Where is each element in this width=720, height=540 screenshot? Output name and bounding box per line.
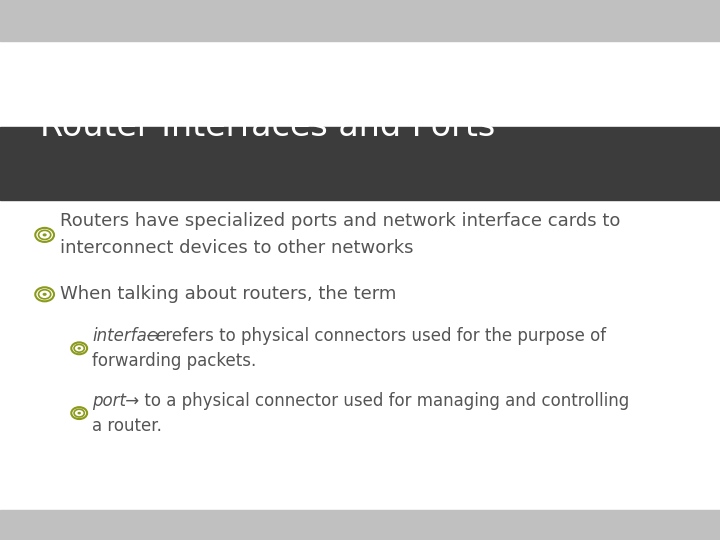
Text: interconnect devices to other networks: interconnect devices to other networks: [60, 239, 413, 258]
Circle shape: [38, 230, 51, 240]
Bar: [0, 0, 720, 40]
Text: → to a physical connector used for managing and controlling: → to a physical connector used for manag…: [120, 392, 629, 410]
Bar: [0, 127, 720, 200]
Circle shape: [73, 344, 85, 353]
Circle shape: [78, 347, 81, 349]
Text: → refers to physical connectors used for the purpose of: → refers to physical connectors used for…: [141, 327, 606, 345]
Text: a router.: a router.: [92, 416, 162, 435]
Text: forwarding packets.: forwarding packets.: [92, 352, 256, 370]
Bar: [0, 510, 720, 540]
Text: interface: interface: [92, 327, 166, 345]
Circle shape: [38, 289, 51, 299]
Text: Routers have specialized ports and network interface cards to: Routers have specialized ports and netwo…: [60, 212, 620, 231]
Text: Router Interfaces and Ports: Router Interfaces and Ports: [40, 110, 495, 144]
Circle shape: [42, 233, 47, 237]
Text: port: port: [92, 392, 126, 410]
Circle shape: [73, 409, 85, 417]
Circle shape: [42, 293, 47, 296]
Circle shape: [78, 412, 81, 414]
Text: When talking about routers, the term: When talking about routers, the term: [60, 285, 396, 303]
